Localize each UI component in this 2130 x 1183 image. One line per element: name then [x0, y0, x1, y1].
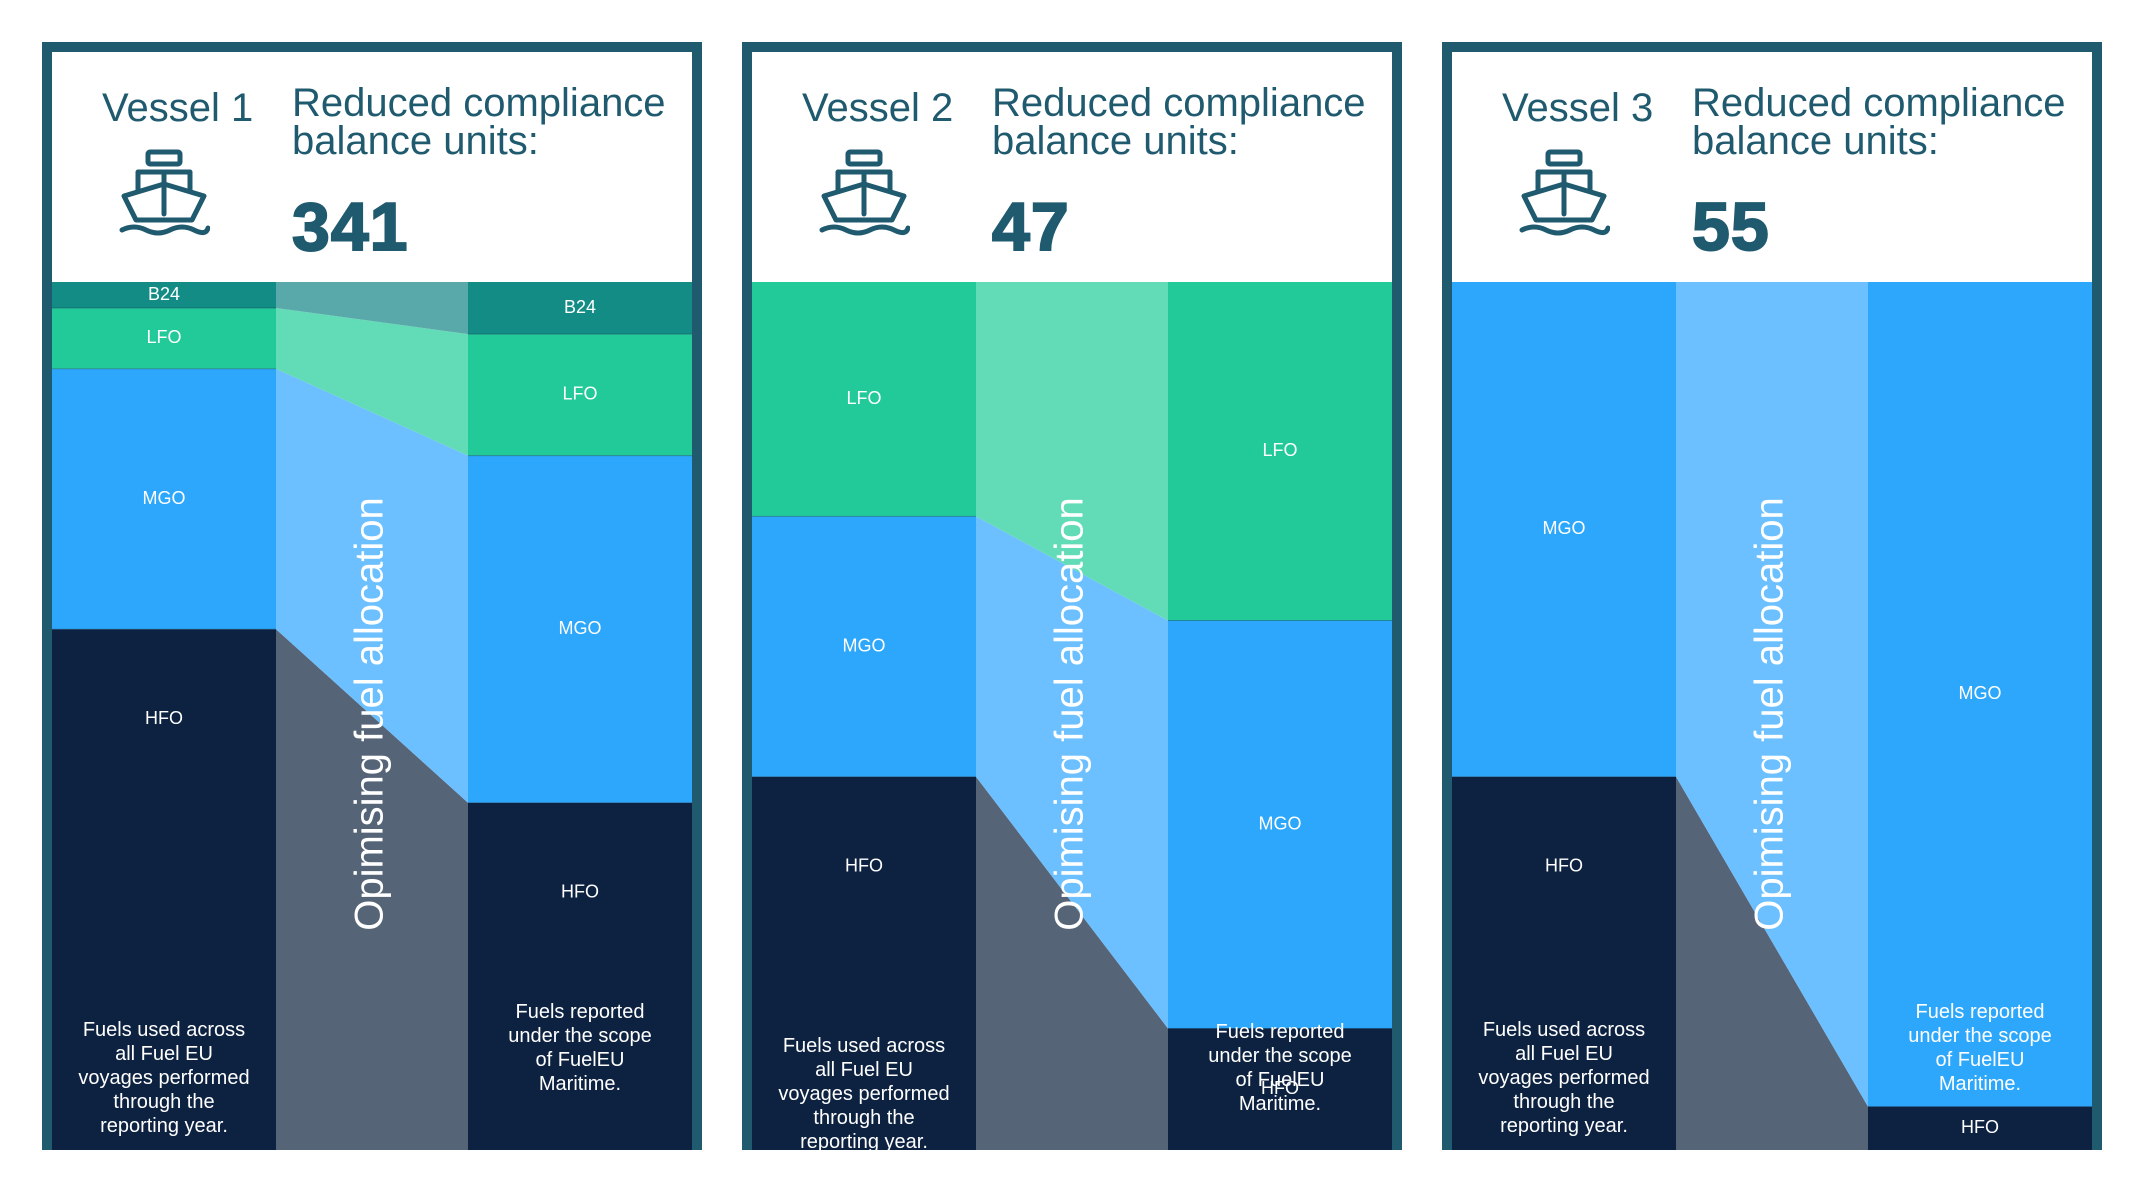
right-caption: Fuels reported under the scope of FuelEU Ma…: [508, 1001, 651, 1095]
ship-icon: [1519, 149, 1610, 236]
flow-band-lfo: [976, 282, 1168, 621]
right-segment-label-mgo: MGO: [1259, 813, 1302, 833]
vessel-panel-3: Vessel 3 Reduced compliance balance units…: [1442, 42, 2102, 1150]
left-segment-label-lfo: LFO: [846, 388, 881, 408]
left-bar-lfo: [752, 282, 976, 517]
left-segment-label-hfo: HFO: [145, 708, 183, 728]
left-segment-label-mgo: MGO: [843, 635, 886, 655]
vessel-name: Vessel 1: [102, 86, 254, 130]
left-segment-label-hfo: HFO: [845, 856, 883, 876]
right-segment-label-b24: B24: [564, 297, 596, 317]
right-segment-label-lfo: LFO: [1262, 440, 1297, 460]
left-bar-hfo: [1452, 776, 1676, 1150]
right-segment-label-hfo: HFO: [1261, 1078, 1299, 1098]
vessel-panel-2: Vessel 2 Reduced compliance balance units…: [742, 42, 1402, 1150]
left-bar-hfo: [752, 776, 976, 1150]
flow-band-hfo: [276, 629, 468, 1150]
right-bar-hfo: [1868, 1106, 2092, 1150]
left-bar-lfo: [52, 308, 276, 369]
vessel-name: Vessel 2: [802, 86, 954, 130]
flow-band-hfo: [976, 776, 1168, 1150]
left-bar-b24: [52, 282, 276, 309]
flow-band-lfo: [276, 308, 468, 456]
right-bar-lfo: [468, 334, 692, 456]
left-caption: Fuels used across all Fuel EU voyages perf…: [778, 1035, 949, 1150]
right-segment-label-mgo: MGO: [559, 618, 602, 638]
compliance-title: Reduced compliance balance units:: [292, 81, 666, 163]
right-bar-mgo: [1868, 282, 2092, 1107]
right-bar-b24: [468, 282, 692, 335]
right-segment-label-hfo: HFO: [561, 882, 599, 902]
left-caption: Fuels used across all Fuel EU voyages perf…: [1478, 1019, 1649, 1137]
ship-icon: [119, 149, 210, 236]
compliance-units-value: 47: [991, 188, 1070, 266]
panel-header: Vessel 1 Reduced compliance balance units…: [52, 52, 692, 282]
left-segment-label-hfo: HFO: [1545, 856, 1583, 876]
right-bar-mgo: [1168, 620, 1392, 1029]
left-caption: Fuels used across all Fuel EU voyages perf…: [78, 1019, 249, 1137]
right-caption: Fuels reported under the scope of FuelEU Ma…: [1908, 1001, 2051, 1095]
right-segment-label-lfo: LFO: [562, 384, 597, 404]
flow-band-mgo: [276, 368, 468, 803]
right-bar-mgo: [468, 455, 692, 803]
right-bar-hfo: [468, 802, 692, 1150]
right-segment-label-hfo: HFO: [1961, 1117, 1999, 1137]
left-segment-label-mgo: MGO: [1543, 518, 1586, 538]
right-bar-hfo: [1168, 1028, 1392, 1150]
compliance-units-value: 341: [291, 188, 409, 266]
left-segment-label-mgo: MGO: [143, 488, 186, 508]
left-bar-mgo: [52, 368, 276, 630]
flow-label: Opimising fuel allocation: [1748, 497, 1792, 931]
fuel-allocation-chart: HFO MGO LFO B24 HFO MGO LFO B24 Opimising fuel a…: [52, 282, 692, 1150]
right-segment-label-mgo: MGO: [1959, 683, 2002, 703]
vessel-panel-1: Vessel 1 Reduced compliance balance units…: [42, 42, 702, 1150]
left-bar-mgo: [1452, 282, 1676, 777]
right-bar-lfo: [1168, 282, 1392, 621]
flow-label: Opimising fuel allocation: [1048, 497, 1092, 931]
compliance-title: Reduced compliance balance units:: [1692, 81, 2066, 163]
compliance-units-value: 55: [1691, 188, 1770, 266]
vessel-name: Vessel 3: [1502, 86, 1654, 130]
left-segment-label-lfo: LFO: [146, 327, 181, 347]
flow-band-mgo: [1676, 282, 1868, 1107]
fuel-allocation-chart: HFO MGO LFO HFO MGO LFO Opimising fuel allocat…: [752, 282, 1392, 1150]
fuel-allocation-chart: HFO MGO HFO MGO Opimising fuel allocation Fue…: [1452, 282, 2092, 1150]
flow-band-mgo: [976, 516, 1168, 1029]
left-bar-hfo: [52, 629, 276, 1150]
panel-header: Vessel 3 Reduced compliance balance units…: [1452, 52, 2092, 282]
flow-label: Opimising fuel allocation: [348, 497, 392, 931]
right-caption: Fuels reported under the scope of FuelEU Ma…: [1208, 1021, 1351, 1115]
ship-icon: [819, 149, 910, 236]
flow-band-hfo: [1676, 776, 1868, 1150]
left-bar-mgo: [752, 516, 976, 777]
panel-header: Vessel 2 Reduced compliance balance units…: [752, 52, 1392, 282]
left-segment-label-b24: B24: [148, 284, 180, 304]
compliance-title: Reduced compliance balance units:: [992, 81, 1366, 163]
flow-band-b24: [276, 282, 468, 335]
